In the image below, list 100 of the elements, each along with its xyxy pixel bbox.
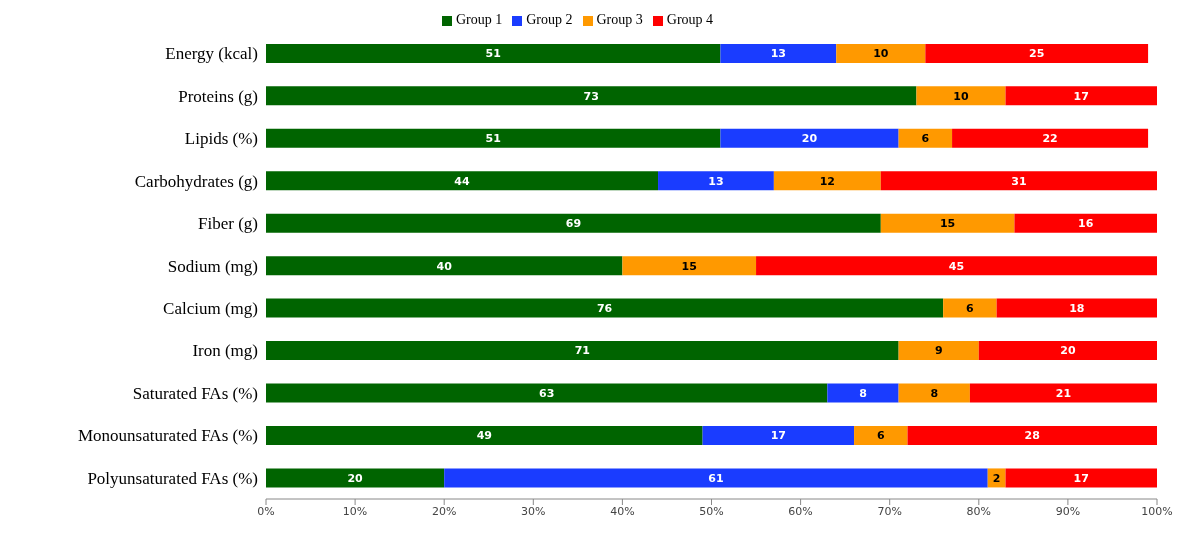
bar [266, 298, 944, 318]
data-label: 61 [708, 471, 724, 485]
x-tick-label: 20% [431, 504, 457, 518]
data-label: 15 [939, 217, 956, 231]
legend-label: Group 3 [596, 12, 643, 27]
data-label: 40 [436, 259, 453, 273]
y-tick-label: Sodium (mg) [167, 256, 258, 276]
y-tick-label: Fiber (g) [198, 214, 258, 234]
bar [266, 171, 659, 191]
y-tick-label: Lipids (%) [184, 129, 258, 149]
y-tick-label: Calcium (mg) [163, 298, 258, 318]
data-label: 20 [801, 132, 818, 146]
y-tick-label: Saturated FAs (%) [132, 383, 258, 403]
data-label: 71 [574, 344, 590, 358]
data-label: 45 [948, 259, 965, 273]
bar [622, 256, 757, 276]
bar [266, 128, 721, 148]
bar [1014, 213, 1157, 233]
data-label: 21 [1055, 386, 1072, 400]
y-tick-label: Iron (mg) [192, 341, 258, 361]
data-label: 13 [708, 174, 724, 188]
data-label: 28 [1024, 429, 1040, 443]
bar [702, 425, 855, 445]
bar [266, 213, 881, 233]
x-tick-label: 80% [966, 504, 992, 518]
bar [880, 213, 1015, 233]
bar [720, 128, 899, 148]
data-label: 9 [934, 344, 943, 358]
data-label: 10 [953, 89, 969, 103]
bar [266, 425, 703, 445]
x-tick-label: 50% [699, 504, 724, 518]
data-label: 6 [966, 302, 975, 316]
data-label: 17 [1073, 471, 1089, 485]
legend-label: Group 1 [455, 12, 503, 27]
bar [266, 43, 721, 63]
x-tick-label: 10% [342, 504, 368, 518]
y-tick-label: Energy (kcal) [165, 44, 258, 64]
bar [969, 383, 1157, 403]
data-label: 76 [596, 302, 613, 316]
x-tick-label: 60% [788, 504, 813, 518]
bar [907, 425, 1157, 445]
data-label: 17 [770, 429, 786, 443]
data-label: 6 [876, 429, 885, 443]
bar [1005, 86, 1157, 106]
y-tick-label: Carbohydrates (g) [134, 171, 258, 191]
data-label: 12 [819, 174, 835, 188]
bar [1005, 468, 1157, 488]
data-label: 16 [1078, 217, 1094, 231]
data-label: 63 [539, 386, 555, 400]
legend-label: Group 4 [666, 12, 714, 27]
bar [880, 171, 1157, 191]
x-tick-label: 0% [257, 504, 275, 518]
bar [898, 341, 979, 361]
bar [898, 383, 970, 403]
bar [658, 171, 774, 191]
data-label: 25 [1029, 47, 1045, 61]
data-label: 8 [930, 386, 939, 400]
data-label: 8 [859, 386, 867, 400]
bar [444, 468, 988, 488]
data-label: 13 [770, 47, 786, 61]
bar [266, 468, 445, 488]
data-label: 31 [1011, 174, 1027, 188]
data-label: 22 [1042, 132, 1058, 146]
y-tick-label: Polyunsaturated FAs (%) [87, 468, 258, 488]
bar [854, 425, 908, 445]
legend-label: Group 2 [526, 12, 573, 27]
bar [996, 298, 1157, 318]
data-label: 44 [454, 174, 471, 188]
bar [266, 341, 899, 361]
bar [266, 256, 623, 276]
data-label: 20 [1060, 344, 1076, 358]
bar [952, 128, 1149, 148]
x-tick-label: 90% [1055, 504, 1081, 518]
bar [827, 383, 899, 403]
data-label: 15 [681, 259, 697, 273]
data-label: 51 [485, 132, 501, 146]
bar [266, 86, 917, 106]
x-tick-label: 100% [1141, 504, 1173, 518]
data-label: 69 [565, 217, 582, 231]
bar [978, 341, 1157, 361]
x-tick-label: 70% [877, 504, 902, 518]
bar [898, 128, 953, 148]
data-label: 6 [921, 132, 930, 146]
data-label: 2 [992, 471, 1001, 485]
x-tick-label: 40% [610, 504, 635, 518]
data-label: 51 [485, 47, 501, 61]
bar [773, 171, 881, 191]
bar [720, 43, 837, 63]
data-label: 10 [873, 47, 889, 61]
x-tick-label: 30% [521, 504, 546, 518]
data-label: 18 [1069, 302, 1085, 316]
bar [266, 383, 828, 403]
data-label: 73 [583, 89, 599, 103]
data-label: 20 [347, 471, 364, 485]
data-label: 49 [476, 429, 492, 443]
bar [756, 256, 1157, 276]
y-tick-label: Monounsaturated FAs (%) [77, 426, 258, 446]
data-label: 17 [1073, 89, 1089, 103]
bar [836, 43, 926, 63]
y-tick-label: Proteins (g) [178, 86, 258, 106]
